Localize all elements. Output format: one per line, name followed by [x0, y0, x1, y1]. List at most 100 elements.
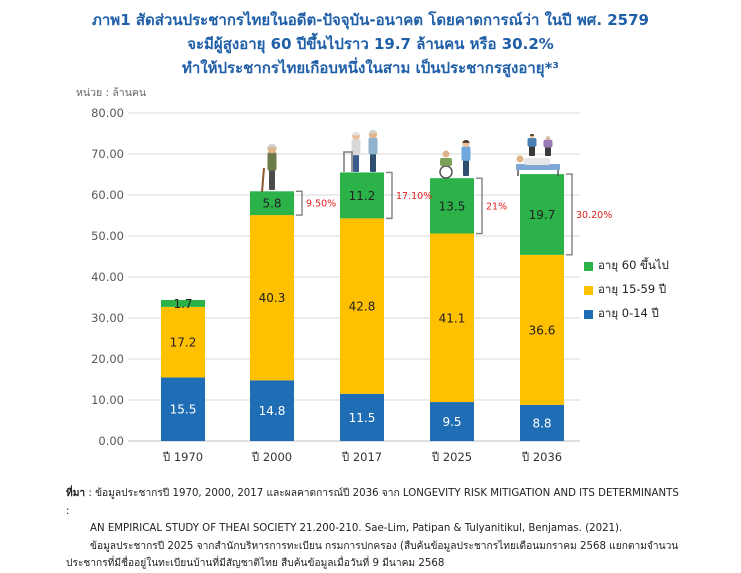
bar-segment [250, 215, 294, 381]
data-label: 40.3 [259, 291, 286, 305]
person-torso [543, 139, 553, 148]
source-line-2: AN EMPIRICAL STUDY OF THEAI SOCIETY 21.2… [90, 523, 623, 534]
elderly-couple-with-walker-icon [343, 130, 378, 172]
elderly-share-label: 30.20% [576, 210, 612, 221]
data-label: 11.5 [349, 411, 376, 425]
person-hair [352, 132, 360, 136]
patient-blanket [524, 158, 550, 165]
bar-segment [340, 393, 384, 441]
data-label: 8.8 [532, 416, 551, 430]
person-legs [463, 159, 469, 176]
y-tick-label: 10.00 [91, 393, 124, 407]
person-legs [353, 154, 359, 172]
bar-segment [520, 174, 564, 255]
visitor [527, 133, 537, 156]
elderly-share-label: 21% [486, 201, 507, 212]
data-label: 14.8 [259, 404, 286, 418]
caregiver [461, 140, 471, 176]
bracket [296, 190, 303, 216]
elderly-man [267, 143, 277, 190]
bed-mattress [516, 164, 560, 170]
source-line-1: : ข้อมูลประชากรปี 1970, 2000, 2017 และผล… [66, 488, 679, 517]
person-hair [368, 130, 378, 134]
elderly-in-hospital-bed-icon [516, 133, 560, 176]
data-label: 9.5 [442, 415, 461, 429]
elderly-in-wheelchair-icon [439, 140, 471, 179]
bar-segment [430, 178, 474, 234]
source-note: ที่มา : ข้อมูลประชากรปี 1970, 2000, 2017… [66, 485, 684, 573]
bar-segment [161, 299, 205, 307]
x-tick-label: ปี 2017 [341, 450, 382, 464]
person-legs [269, 169, 275, 190]
person-torso [527, 137, 537, 147]
y-tick-label: 60.00 [91, 188, 124, 202]
person-legs [545, 147, 551, 156]
person-hair [546, 136, 550, 138]
bar-segment [430, 402, 474, 441]
bar-segment [161, 377, 205, 441]
wheel [439, 165, 453, 179]
bars: 15.5 17.2 1.7 14.8 40.3 5.8 11.5 42.8 11.2 9.5 41.… [161, 172, 564, 441]
y-axis-ticks: 0.00 10.00 20.00 30.00 40.00 50.00 60.00 70.00 8… [91, 106, 124, 448]
illustrations [261, 130, 560, 193]
chart-title: ภาพ1 สัดส่วนประชากรไทยในอดีต-ปัจจุบัน-อน… [0, 8, 741, 80]
bracket [386, 171, 393, 220]
person-legs [370, 153, 376, 172]
person-torso [368, 137, 378, 155]
elderly-man [368, 130, 378, 172]
visitor [543, 136, 553, 156]
x-tick-label: ปี 1970 [162, 450, 203, 464]
bar-segment [340, 218, 384, 394]
bar-segment [161, 306, 205, 378]
cane [261, 167, 265, 193]
source-line-3: ข้อมูลประชากรปี 2025 จากสำนักบริหารการทะ… [90, 540, 679, 552]
bar-segment [340, 172, 384, 219]
legend-label-15-59: อายุ 15-59 ปี [598, 282, 667, 296]
y-tick-label: 20.00 [91, 352, 124, 366]
source-label: ที่มา [66, 488, 86, 499]
title-line-3: ทำให้ประชากรไทยเกือบหนึ่งในสาม เป็นประชา… [182, 59, 559, 77]
elderly-share-label: 9.50% [306, 199, 336, 210]
y-tick-label: 50.00 [91, 229, 124, 243]
legend-swatch-60-plus [584, 261, 593, 271]
seated-person-body [440, 158, 452, 166]
bracket [476, 177, 483, 235]
source-para-1: ที่มา : ข้อมูลประชากรปี 1970, 2000, 2017… [66, 485, 684, 555]
data-label: 15.5 [170, 403, 197, 417]
legend-item-0-14: อายุ 0-14 ปี [584, 302, 669, 326]
bracket [566, 173, 573, 256]
elderly-woman [351, 132, 361, 172]
legend: อายุ 60 ขึ้นไป อายุ 15-59 ปี อายุ 0-14 ป… [584, 254, 669, 326]
x-tick-label: ปี 2036 [521, 450, 562, 464]
title-line-2: จะมีผู้สูงอายุ 60 ปีขึ้นไปราว 19.7 ล้านค… [187, 35, 554, 53]
seated-person-head [442, 150, 450, 158]
bar-segment [250, 191, 294, 216]
person-torso [267, 152, 277, 171]
stacked-bar-chart: 0.00 10.00 20.00 30.00 40.00 50.00 60.00 70.00 8… [91, 106, 612, 464]
person-torso [351, 139, 361, 156]
elderly-man-with-cane-icon [261, 143, 277, 193]
legend-swatch-15-59 [584, 285, 593, 295]
legend-item-60-plus: อายุ 60 ขึ้นไป [584, 254, 669, 278]
data-label: 42.8 [349, 300, 376, 314]
person-torso [461, 146, 471, 161]
data-label: 41.1 [439, 311, 466, 325]
unit-label: หน่วย : ล้านคน [76, 87, 147, 99]
bar-segment [520, 404, 564, 441]
patient-head [516, 155, 524, 163]
data-label: 13.5 [439, 199, 466, 213]
legend-item-15-59: อายุ 15-59 ปี [584, 278, 669, 302]
data-label: 36.6 [529, 323, 556, 337]
person-legs [529, 146, 535, 156]
bar-segment [250, 380, 294, 441]
bar-segment [520, 254, 564, 405]
bar-segment [430, 233, 474, 403]
data-label: 17.2 [170, 336, 197, 350]
x-tick-label: ปี 2000 [251, 450, 292, 464]
y-tick-label: 70.00 [91, 147, 124, 161]
legend-swatch-0-14 [584, 309, 593, 319]
title-line-1: ภาพ1 สัดส่วนประชากรไทยในอดีต-ปัจจุบัน-อน… [92, 11, 649, 29]
elderly-share-label: 17.10% [396, 191, 432, 202]
y-tick-label: 0.00 [98, 434, 124, 448]
person-hair [267, 143, 277, 148]
